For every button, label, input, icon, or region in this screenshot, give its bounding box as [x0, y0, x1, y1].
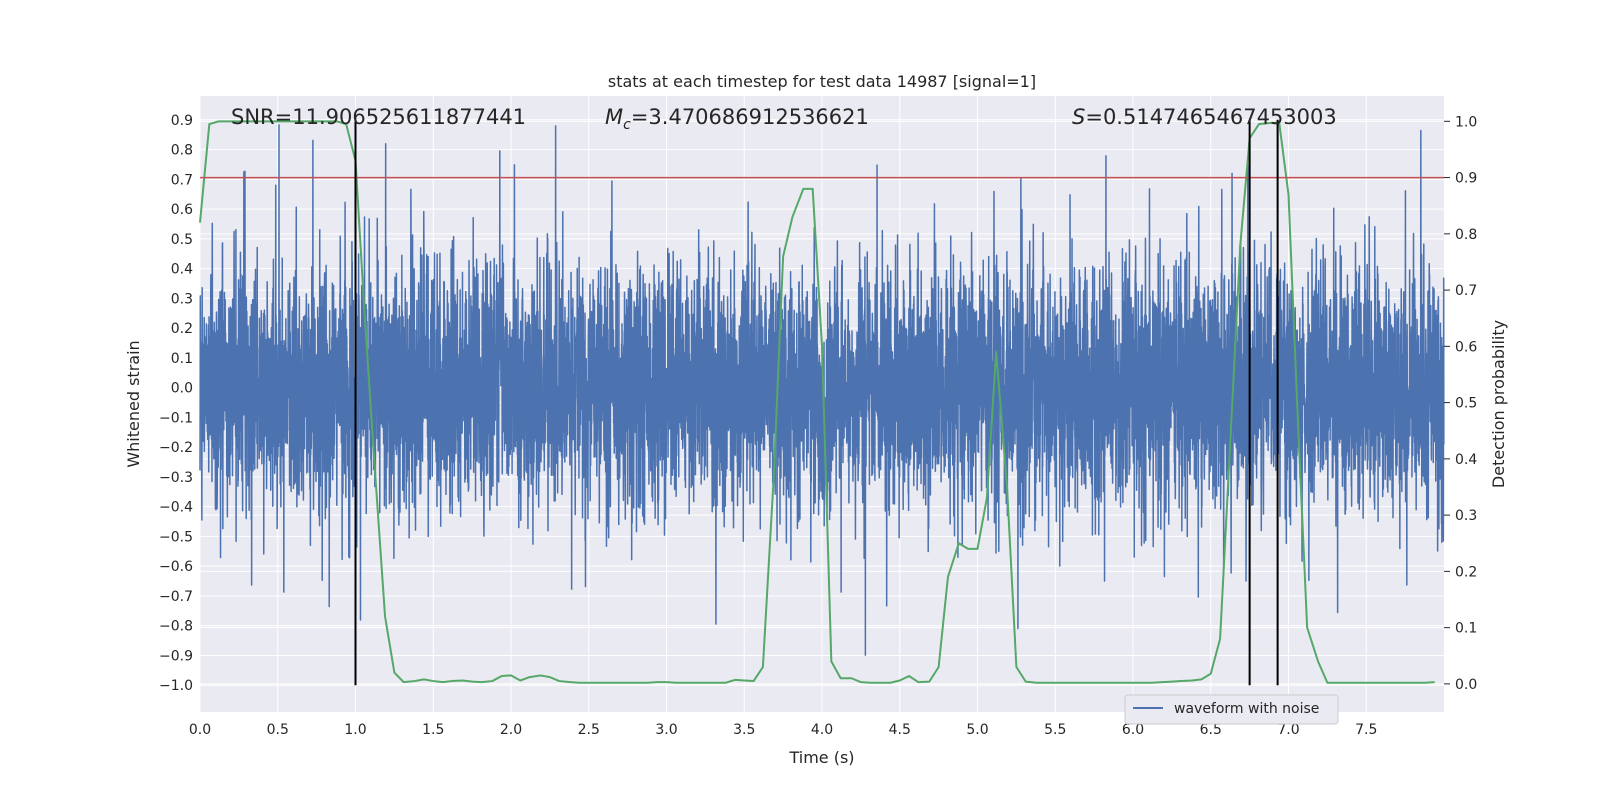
y-right-tick-label: 0.1 [1455, 621, 1477, 637]
y-left-tick-label: −0.7 [159, 589, 193, 605]
x-tick-label: 1.0 [344, 722, 366, 738]
y-axis-left-ticks: 0.9 0.8 0.7 0.6 0.5 0.4 0.3 0.2 0.1 0.0 −0.1 −0.2 −0… [159, 113, 193, 694]
y-left-tick-label: 0.9 [171, 113, 193, 129]
y-axis-right-label: Detection probability [1489, 320, 1508, 488]
x-tick-label: 0.5 [267, 722, 289, 738]
y-right-tick-label: 0.8 [1455, 227, 1477, 243]
y-left-tick-label: −0.4 [159, 500, 193, 516]
y-left-tick-label: −0.2 [159, 440, 193, 456]
y-axis-left-label: Whitened strain [124, 340, 143, 467]
y-axis-right-ticks: 1.0 0.9 0.8 0.7 0.6 0.5 0.4 0.3 0.2 0.1 0.0 [1444, 114, 1477, 693]
y-right-tick-label: 0.2 [1455, 564, 1477, 580]
y-right-tick-label: 0.3 [1455, 508, 1477, 524]
y-left-tick-label: 0.6 [171, 202, 193, 218]
x-tick-label: 6.0 [1122, 722, 1144, 738]
y-left-tick-label: −0.6 [159, 559, 193, 575]
overlays [200, 119, 1444, 686]
x-tick-label: 6.5 [1200, 722, 1222, 738]
y-left-tick-label: 0.0 [171, 381, 193, 397]
y-left-tick-label: −0.9 [159, 648, 193, 664]
y-right-tick-label: 0.0 [1455, 677, 1477, 693]
s-symbol: S [1072, 105, 1085, 129]
x-tick-label: 2.5 [578, 722, 600, 738]
s-value: =0.5147465467453003 [1085, 105, 1336, 129]
y-left-tick-label: 0.1 [171, 351, 193, 367]
probability-series [199, 120, 1435, 684]
s-annotation: S=0.5147465467453003 [1072, 105, 1337, 129]
x-tick-label: 3.5 [733, 722, 755, 738]
chirp-mass-symbol: M [605, 105, 623, 129]
y-right-tick-label: 0.6 [1455, 339, 1477, 355]
chirp-mass-annotation: Mc=3.470686912536621 [605, 105, 869, 133]
x-tick-label: 7.0 [1277, 722, 1299, 738]
y-left-tick-label: 0.7 [171, 172, 193, 188]
x-axis-label: Time (s) [788, 748, 854, 767]
x-tick-label: 1.5 [422, 722, 444, 738]
x-tick-label: 5.0 [966, 722, 988, 738]
y-left-tick-label: 0.8 [171, 143, 193, 159]
y-left-tick-label: −0.5 [159, 529, 193, 545]
x-tick-label: 4.0 [811, 722, 833, 738]
y-right-tick-label: 0.5 [1455, 396, 1477, 412]
y-left-tick-label: −0.3 [159, 470, 193, 486]
snr-annotation: SNR=11.906525611877441 [231, 105, 526, 129]
x-axis-ticks: 0.0 0.5 1.0 1.5 2.0 2.5 3.0 3.5 4.0 4.5 5.0 5.5 6.0 6… [189, 722, 1378, 738]
y-right-tick-label: 0.4 [1455, 452, 1477, 468]
x-tick-label: 3.0 [655, 722, 677, 738]
x-tick-label: 7.5 [1355, 722, 1377, 738]
y-left-tick-label: 0.5 [171, 232, 193, 248]
y-right-tick-label: 0.9 [1455, 171, 1477, 187]
x-tick-label: 4.5 [889, 722, 911, 738]
y-left-tick-label: 0.3 [171, 291, 193, 307]
y-left-tick-label: −0.1 [159, 410, 193, 426]
y-left-tick-label: −0.8 [159, 619, 193, 635]
chirp-mass-subscript: c [623, 117, 631, 133]
y-left-tick-label: −1.0 [159, 678, 193, 694]
x-tick-label: 0.0 [189, 722, 211, 738]
y-left-tick-label: 0.4 [171, 262, 193, 278]
y-right-tick-label: 0.7 [1455, 283, 1477, 299]
chart-title: stats at each timestep for test data 149… [608, 72, 1036, 91]
legend: waveform with noise [1124, 694, 1339, 725]
x-tick-label: 2.0 [500, 722, 522, 738]
legend-label: waveform with noise [1174, 701, 1319, 717]
x-tick-label: 5.5 [1044, 722, 1066, 738]
detection-probability-line [199, 120, 1435, 684]
y-left-tick-label: 0.2 [171, 321, 193, 337]
legend-box [1124, 694, 1339, 725]
y-right-tick-label: 1.0 [1455, 114, 1477, 130]
chirp-mass-value: =3.470686912536621 [631, 105, 869, 129]
